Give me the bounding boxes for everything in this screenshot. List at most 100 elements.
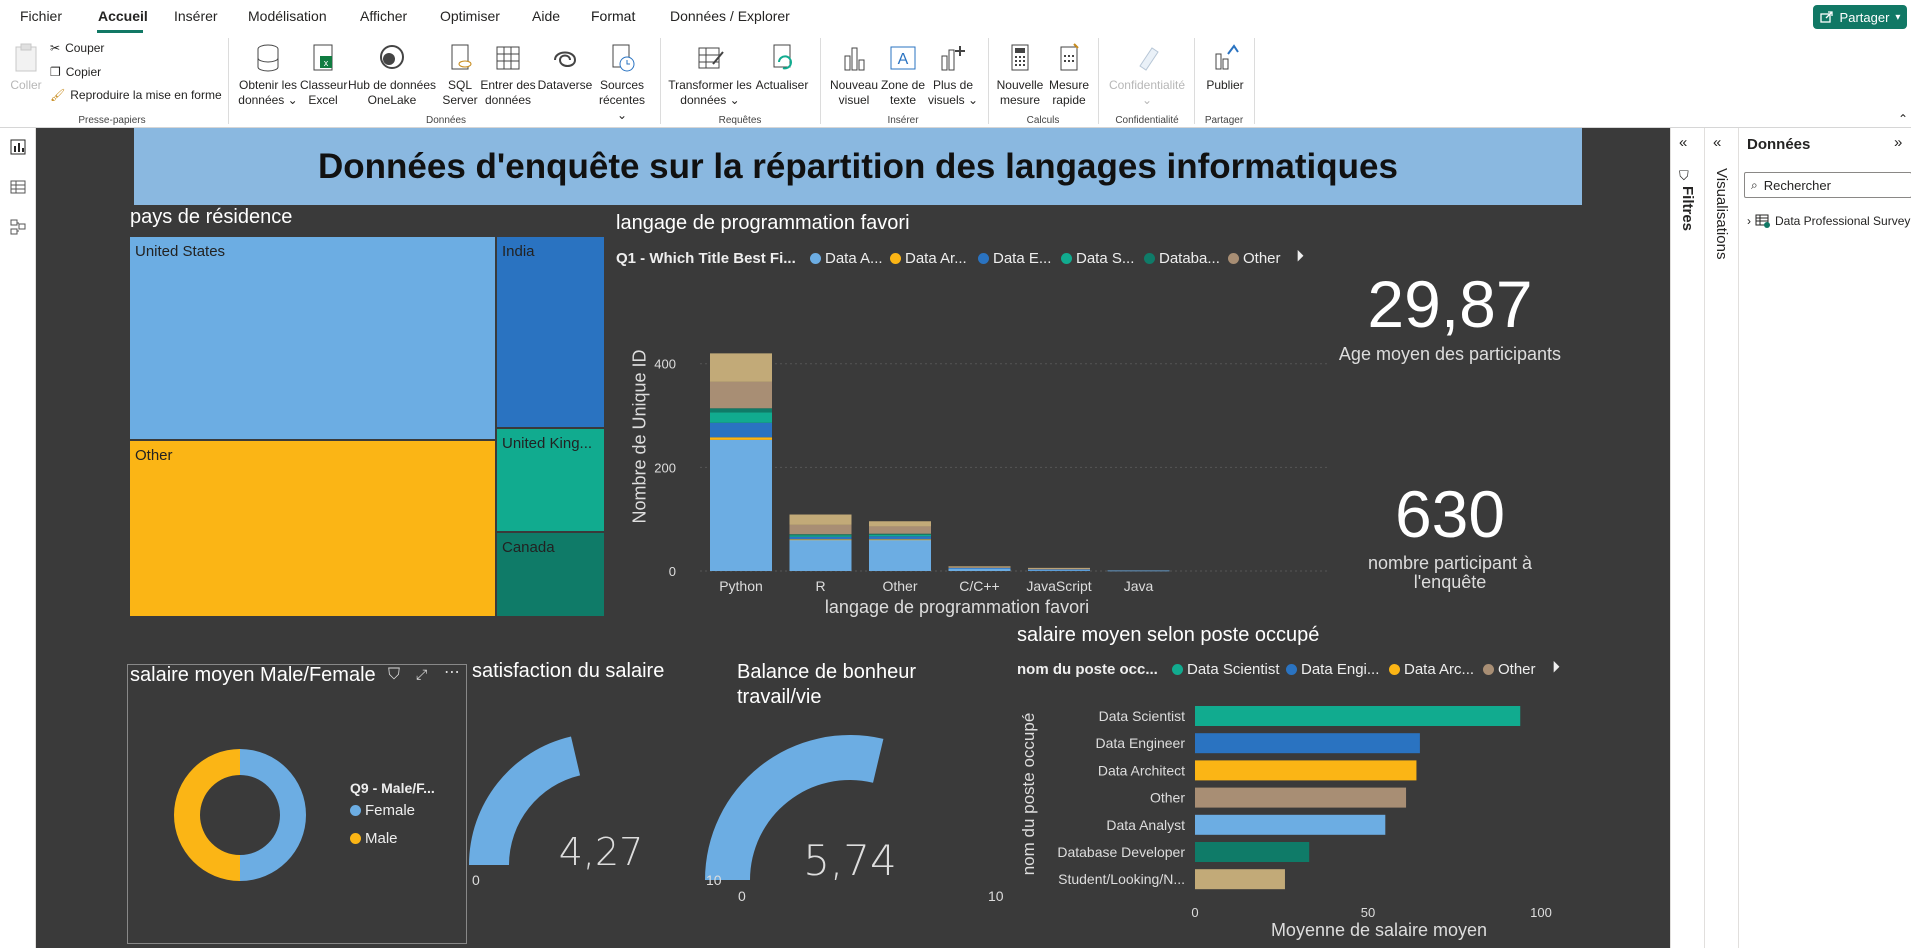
paste-label: Coller xyxy=(10,78,42,92)
legend-next-icon[interactable]: ⏵ xyxy=(1296,248,1305,265)
tab-view[interactable]: Afficher xyxy=(360,8,408,24)
bar-segment xyxy=(948,566,1011,568)
treemap-cell-canada[interactable]: Canada xyxy=(496,532,605,617)
enter-data-button[interactable]: Entrer des données xyxy=(480,42,536,108)
legend-label: Databa... xyxy=(1159,250,1220,267)
more-visuals-button[interactable]: Plus de visuels ⌄ xyxy=(926,42,980,108)
treemap-cell-united-states[interactable]: United States xyxy=(129,236,496,440)
share-button[interactable]: Partager ▾ xyxy=(1813,5,1907,29)
quick-measure-button[interactable]: Mesure rapide xyxy=(1044,42,1094,108)
copy-button[interactable]: ❐ Copier xyxy=(50,65,101,79)
new-visual-button[interactable]: Nouveau visuel xyxy=(826,42,882,108)
collapse-data-pane-icon[interactable]: » xyxy=(1894,134,1903,151)
legend-marker xyxy=(1228,253,1239,264)
salary-legend-item[interactable]: Data Scientist xyxy=(1172,661,1280,678)
salary-legend-item[interactable]: Data Arc... xyxy=(1389,661,1474,678)
donut-legend-item[interactable]: Male xyxy=(350,830,398,847)
treemap-cell-united-kingdom[interactable]: United King... xyxy=(496,428,605,532)
report-title[interactable]: Données d'enquête sur la répartition des… xyxy=(134,128,1582,205)
tab-data-explore[interactable]: Données / Explorer xyxy=(670,8,790,24)
lang-legend-item[interactable]: Data A... xyxy=(810,250,883,267)
more-options-icon[interactable]: ⋯ xyxy=(444,664,460,681)
sensitivity-icon xyxy=(1139,47,1159,71)
legend-label: Data A... xyxy=(825,250,883,267)
filters-pane-collapsed[interactable]: « ⛉ Filtres xyxy=(1670,128,1704,948)
chevron-down-icon: ⌄ xyxy=(967,93,979,107)
legend-next-icon[interactable]: ⏵ xyxy=(1552,659,1561,676)
lang-legend-item[interactable]: Data E... xyxy=(978,250,1051,267)
new-visual-label: Nouveau visuel xyxy=(829,78,879,107)
dataverse-button[interactable]: Dataverse xyxy=(536,42,594,93)
tab-modeling[interactable]: Modélisation xyxy=(248,8,327,24)
excel-button[interactable]: x Classeur Excel xyxy=(300,42,347,108)
bar-segment xyxy=(710,437,772,440)
salary-bar-chart[interactable]: Data Scientist Data Engineer Data Architec… xyxy=(1040,700,1580,925)
onelake-icon xyxy=(380,45,404,69)
search-input[interactable]: ⌕ Rechercher xyxy=(1744,172,1911,198)
lang-legend-item[interactable]: Data Ar... xyxy=(890,250,967,267)
legend-label: Male xyxy=(365,830,398,847)
excel-icon: x xyxy=(313,44,333,71)
donut-legend-title: Q9 - Male/F... xyxy=(350,780,435,796)
legend-marker xyxy=(350,805,361,816)
bar-segment xyxy=(710,422,772,438)
cut-button[interactable]: ✂ Couper xyxy=(50,41,104,55)
lang-bar-chart[interactable]: 0 200 400 Python R Other C/C++ JavaScript Java xyxy=(650,300,1330,610)
donut-slice xyxy=(240,749,306,881)
donut-visual-selected[interactable] xyxy=(127,664,467,944)
salary-legend-item[interactable]: Data Engi... xyxy=(1286,661,1379,678)
expand-visualizations-icon[interactable]: « xyxy=(1713,134,1722,151)
y-tick-label: Data Engineer xyxy=(1095,735,1185,751)
recent-sources-icon xyxy=(612,44,635,72)
treemap-cell-india[interactable]: India xyxy=(496,236,605,428)
lang-legend-item[interactable]: Data S... xyxy=(1061,250,1134,267)
sql-server-button[interactable]: SQL Server xyxy=(438,42,482,108)
format-painter-button[interactable]: 🖌 Reproduire la mise en forme xyxy=(50,88,222,102)
salary-legend-item[interactable]: Other xyxy=(1483,661,1536,678)
lang-legend-item[interactable]: Other xyxy=(1228,250,1281,267)
scissors-icon: ✂ xyxy=(50,41,61,55)
recent-sources-button[interactable]: Sources récentes ⌄ xyxy=(594,42,650,123)
donut-title: salaire moyen Male/Female xyxy=(130,664,376,686)
y-tick-label: Other xyxy=(1150,790,1185,806)
tab-format[interactable]: Format xyxy=(591,8,636,24)
text-box-button[interactable]: A Zone de texte xyxy=(878,42,928,108)
publish-button[interactable]: Publier xyxy=(1200,42,1250,93)
refresh-button[interactable]: Actualiser xyxy=(752,42,812,93)
report-view-icon[interactable] xyxy=(9,138,27,156)
expand-filters-icon[interactable]: « xyxy=(1679,134,1688,151)
focus-mode-icon[interactable]: ⤢ xyxy=(416,666,428,682)
bar-segment xyxy=(789,539,852,541)
transform-data-button[interactable]: Transformer les données ⌄ xyxy=(666,42,754,108)
gauge-satisfaction[interactable]: 4,27 xyxy=(466,715,716,875)
gauge-work-life[interactable]: 5,74 xyxy=(700,730,1000,900)
tab-insert[interactable]: Insérer xyxy=(174,8,218,24)
chevron-down-icon: ⌄ xyxy=(287,93,298,107)
bar-segment xyxy=(869,521,931,527)
lang-legend-item[interactable]: Databa... xyxy=(1144,250,1220,267)
get-data-button[interactable]: Obtenir les données ⌄ xyxy=(236,42,300,108)
data-pane-title: Données xyxy=(1747,136,1811,153)
onelake-hub-button[interactable]: Hub de données OneLake xyxy=(346,42,438,108)
table-icon xyxy=(496,46,520,70)
tab-home[interactable]: Accueil xyxy=(98,8,148,24)
group-label-calculations: Calculs xyxy=(1026,115,1060,126)
group-separator xyxy=(1194,38,1195,124)
tab-file[interactable]: Fichier xyxy=(20,8,63,24)
table-view-icon[interactable] xyxy=(9,178,27,196)
donut-chart[interactable] xyxy=(170,745,310,885)
filter-icon[interactable]: ⛉ xyxy=(388,666,401,683)
tab-optimize[interactable]: Optimiser xyxy=(440,8,500,24)
donut-legend-item[interactable]: Female xyxy=(350,802,415,819)
new-measure-button[interactable]: Nouvelle mesure xyxy=(994,42,1046,108)
model-view-icon[interactable] xyxy=(9,218,27,236)
treemap-cell-other[interactable]: Other xyxy=(129,440,496,617)
sensitivity-button[interactable]: Confidentialité ⌄ xyxy=(1104,42,1190,108)
table-item-data-professional-survey[interactable]: › Data Professional Survey xyxy=(1747,214,1910,228)
table-icon xyxy=(1755,214,1770,228)
tab-help[interactable]: Aide xyxy=(532,8,561,24)
paste-button[interactable]: Coller xyxy=(8,42,44,93)
visualizations-pane-collapsed[interactable]: « Visualisations xyxy=(1704,128,1738,948)
collapse-ribbon-icon[interactable]: ⌃ xyxy=(1898,112,1909,126)
transform-icon xyxy=(698,47,724,69)
